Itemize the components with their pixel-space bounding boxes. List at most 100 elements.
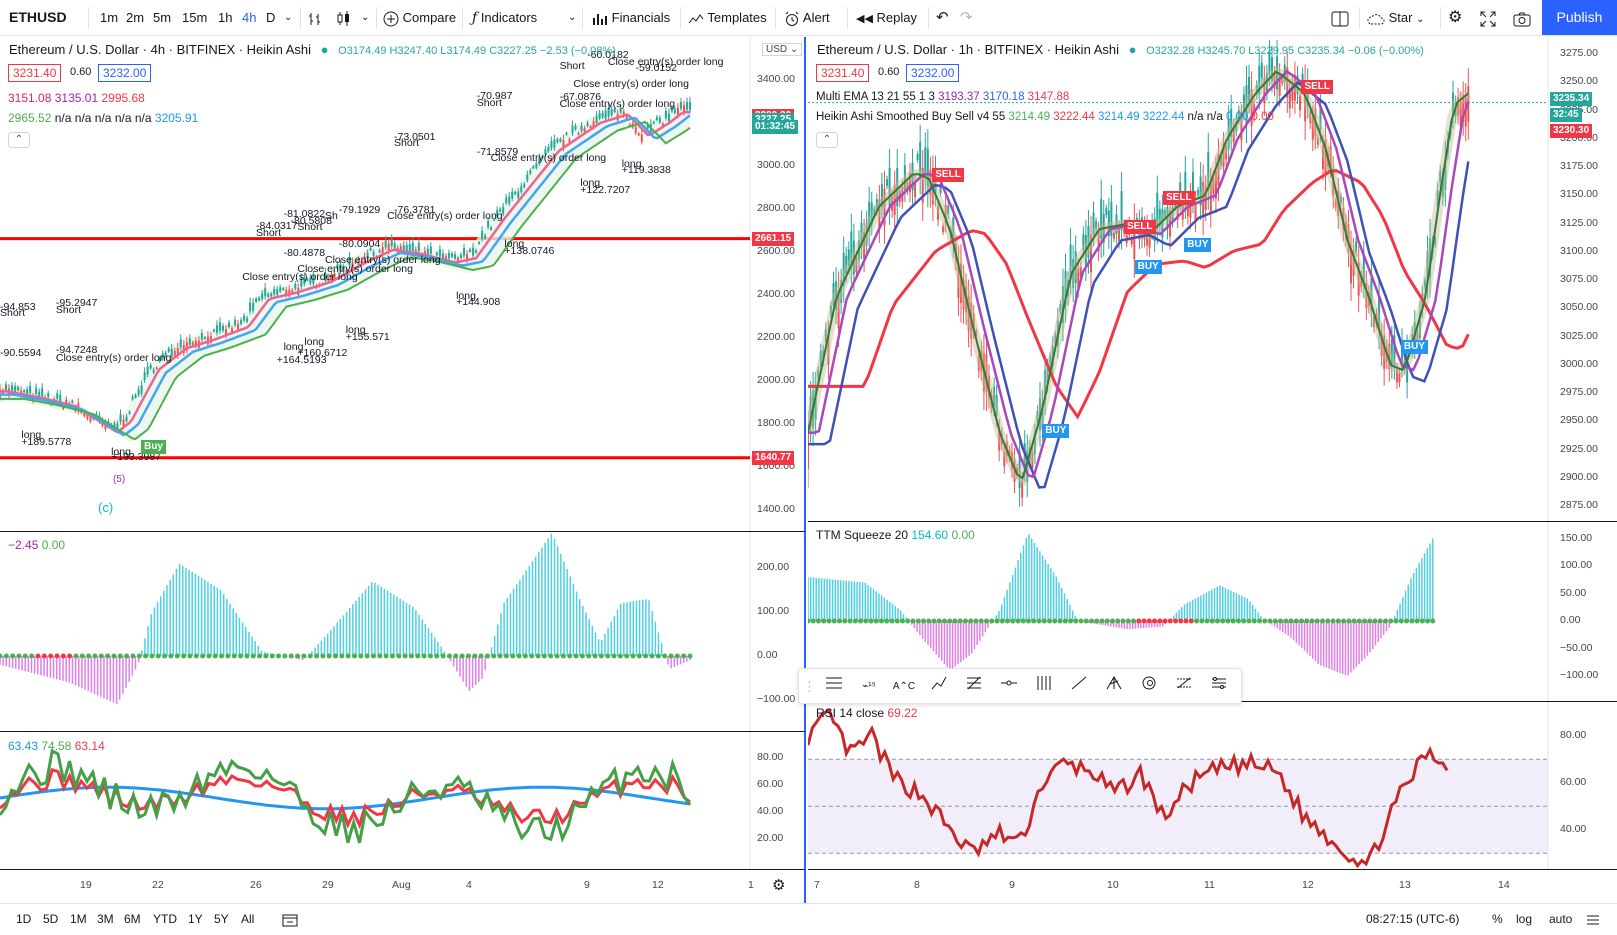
horizontal-ray-icon[interactable] [996, 675, 1022, 699]
strategy-annotation: -94.7248 [55, 343, 98, 356]
compare-button[interactable]: Compare [383, 0, 456, 35]
auto-scale-toggle[interactable]: auto [1549, 912, 1573, 926]
interval-2m[interactable]: 2m [126, 10, 145, 25]
candle-body [809, 396, 812, 428]
horizontal-lines-icon[interactable] [821, 675, 847, 699]
left-price-pane[interactable]: -94.853 Short -95.2947 Short -90.5594 Close e… [0, 37, 806, 531]
pitchfork-icon[interactable] [1101, 675, 1127, 699]
strategy-annotation: long [456, 289, 476, 302]
star-button[interactable]: Star ⌄ [1367, 0, 1424, 35]
squeeze-dot [86, 653, 92, 659]
strategy-annotation: -95.2947 [55, 297, 98, 310]
candle-body [1360, 276, 1363, 287]
trend-line-icon[interactable] [1066, 675, 1092, 699]
chevron-down-icon[interactable]: ⌄ [568, 12, 577, 23]
elliott-impulse-icon[interactable]: ⌁¹⁵ [862, 681, 876, 692]
log-scale-toggle[interactable]: log [1516, 912, 1533, 926]
financials-button[interactable]: Financials [592, 0, 670, 35]
settings-icon[interactable] [1586, 904, 1600, 935]
spiral-icon[interactable] [1136, 675, 1162, 699]
right-rsi-chart[interactable] [808, 702, 1617, 869]
squeeze-dot [510, 653, 516, 659]
range-ytd[interactable]: YTD [153, 912, 177, 926]
vertical-lines-icon[interactable] [1031, 675, 1057, 699]
interval-1m[interactable]: 1m [100, 10, 119, 25]
right-squeeze-histogram[interactable] [808, 522, 1617, 701]
right-sell-price[interactable]: 3231.40 [816, 64, 870, 82]
candle-body [580, 125, 583, 132]
layout-icon[interactable] [1331, 0, 1349, 35]
symbol-search[interactable]: ETHUSD [9, 9, 67, 25]
right-squeeze-pane[interactable]: TTM Squeeze 20 154.60 0.00 150.00 100.00 5… [808, 521, 1617, 701]
clock-time[interactable]: 08:27:15 (UTC-6) [1366, 912, 1460, 926]
drag-handle-icon[interactable]: ⋮ [803, 679, 816, 694]
strategy-annotation: -76.3781 [394, 203, 436, 216]
right-rsi-pane[interactable]: RSI 14 close 69.22 80.00 60.00 40.00 [808, 701, 1617, 869]
left-sell-price[interactable]: 3231.40 [8, 64, 62, 82]
interval-15m[interactable]: 15m [182, 10, 208, 25]
left-oscillator-pane[interactable]: 63.43 74.58 63.14 80.00 60.00 40.00 20.00 [0, 731, 806, 869]
right-price-pane[interactable]: SELL SELL SELL SELL BUY BUY BUY BUY Ethereum / … [808, 37, 1617, 521]
axis-tick: 3150.00 [1560, 188, 1598, 201]
date-range-icon[interactable] [282, 904, 298, 935]
left-squeeze-histogram[interactable] [0, 532, 806, 731]
path-icon[interactable] [926, 675, 952, 699]
publish-button[interactable]: Publish [1542, 0, 1617, 35]
camera-icon[interactable] [1513, 0, 1531, 35]
candle-body [553, 139, 556, 148]
undo-icon[interactable]: ↶ [936, 9, 949, 26]
range-5y[interactable]: 5Y [214, 912, 229, 926]
fullscreen-icon[interactable] [1480, 0, 1496, 35]
fib-channel-icon[interactable] [1171, 675, 1197, 699]
squeeze-dot [1199, 618, 1205, 624]
collapse-legend-button[interactable]: ⌃ [816, 132, 838, 148]
left-oscillator-chart[interactable] [0, 732, 806, 869]
left-buy-price[interactable]: 3232.00 [98, 64, 152, 82]
range-1y[interactable]: 1Y [188, 912, 203, 926]
strategy-annotation: Close entry(s) order long [490, 152, 607, 165]
candle-body [402, 245, 405, 252]
indicators-button[interactable]: ƒ Indicators [472, 0, 537, 35]
axis-tick: 3250.00 [1560, 75, 1598, 88]
collapse-legend-button[interactable]: ⌃ [8, 132, 30, 148]
currency-selector[interactable]: USD ⌄ [762, 43, 803, 56]
squeeze-dot [994, 618, 1000, 624]
candle-style-icon[interactable] [336, 0, 352, 35]
alert-button[interactable]: Alert [784, 0, 830, 35]
squeeze-dot [276, 653, 282, 659]
interval-5m[interactable]: 5m [153, 10, 172, 25]
bar-style-icon[interactable] [308, 0, 324, 35]
range-all[interactable]: All [241, 912, 255, 926]
left-time-axis[interactable]: 19 22 26 29 Aug 4 9 12 1 ⚙ [0, 869, 806, 903]
range-1d[interactable]: 1D [16, 912, 32, 926]
squeeze-dot [427, 653, 433, 659]
chevron-down-icon[interactable]: ⌄ [361, 12, 370, 23]
elliott-abc-icon[interactable]: A⌃C [892, 681, 916, 692]
fib-retracement-icon[interactable] [961, 675, 987, 699]
ha-v4: 3222.44 [1142, 111, 1185, 123]
strategy-annotation: +193.3987 [111, 451, 162, 464]
range-1m[interactable]: 1M [70, 912, 87, 926]
interval-d[interactable]: D [266, 10, 276, 25]
candle-body [1319, 106, 1322, 131]
candle-body [622, 111, 625, 117]
templates-button[interactable]: Templates [688, 0, 767, 35]
candle-body [1033, 433, 1036, 454]
range-5d[interactable]: 5D [43, 912, 59, 926]
range-3m[interactable]: 3M [97, 912, 114, 926]
percent-scale-toggle[interactable]: % [1492, 912, 1503, 926]
interval-1h[interactable]: 1h [218, 10, 233, 25]
redo-icon[interactable]: ↷ [960, 9, 973, 26]
left-price-chart[interactable] [0, 37, 806, 531]
range-6m[interactable]: 6M [124, 912, 141, 926]
replay-button[interactable]: ◀◀ Replay [856, 0, 917, 35]
right-buy-price[interactable]: 3232.00 [906, 64, 960, 82]
gear-icon[interactable]: ⚙ [1448, 9, 1463, 26]
chevron-down-icon[interactable]: ⌄ [284, 12, 293, 23]
interval-4h[interactable]: 4h [242, 10, 257, 25]
right-time-axis[interactable]: 7 8 9 10 11 12 13 14 [808, 869, 1617, 903]
settings-sliders-icon[interactable] [1206, 675, 1232, 699]
squeeze-dot [22, 653, 28, 659]
gear-icon[interactable]: ⚙ [772, 877, 786, 894]
